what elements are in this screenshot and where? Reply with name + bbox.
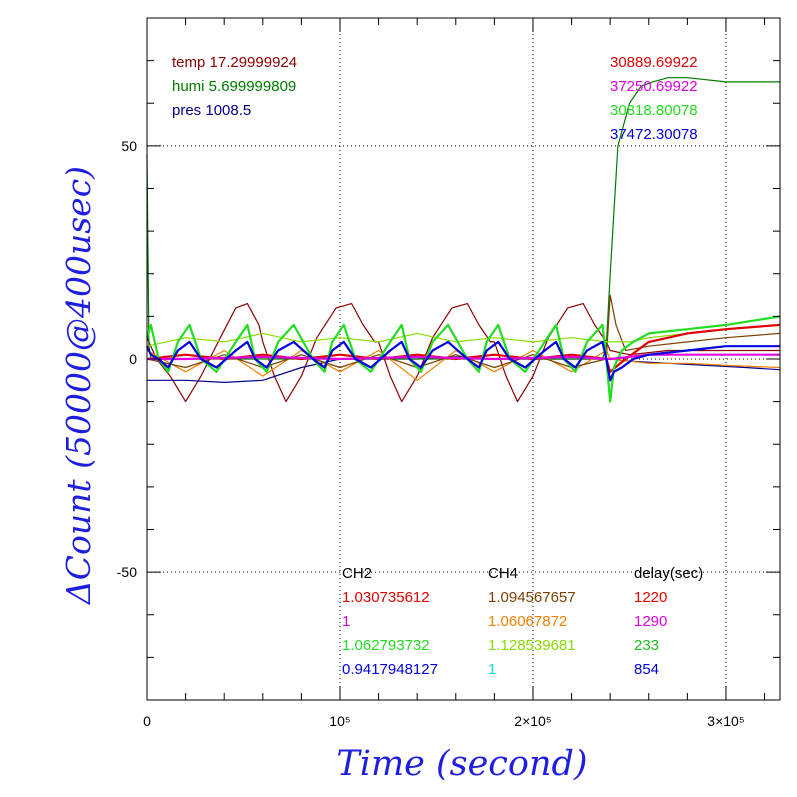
table-cell-ch4: 1.06067872 (488, 613, 567, 630)
reference-values: 30889.69922 37250.69922 30818.80078 3747… (610, 54, 698, 143)
table-cell-ch2: 1.062793732 (342, 637, 430, 654)
series-line-1 (146, 303, 780, 403)
y-tick-label: 0 (129, 351, 137, 367)
ref-value-2: 37250.69922 (610, 78, 698, 95)
x-tick-label: 10⁵ (329, 713, 350, 729)
series-line-7 (146, 323, 781, 373)
table-header-delay: delay(sec) (634, 565, 703, 582)
table-cell-delay: 233 (634, 637, 659, 654)
table-cell-ch2: 1 (342, 613, 350, 630)
y-tick-label: 50 (121, 138, 137, 154)
calibration-table: CH2 CH4 delay(sec) 1.030735612 1.0945676… (342, 565, 703, 678)
ref-value-3: 30818.80078 (610, 102, 698, 119)
ref-value-1: 30889.69922 (610, 54, 698, 71)
ref-value-4: 37472.30078 (610, 126, 698, 143)
axis-ticks (146, 17, 780, 701)
table-header-ch4: CH4 (488, 565, 518, 582)
data-traces (145, 77, 781, 403)
env-info-temp: temp 17.29999924 (172, 54, 297, 71)
table-cell-ch2: 1.030735612 (342, 589, 430, 606)
table-cell-ch2: 0.9417948127 (342, 661, 438, 678)
y-axis-label: ΔCount (50000@400usec) (59, 166, 98, 606)
env-info-humi: humi 5.699999809 (172, 78, 296, 95)
series-line-6 (146, 324, 781, 347)
x-tick-label: 2×10⁵ (514, 713, 551, 729)
environment-info: temp 17.29999924 humi 5.699999809 pres 1… (172, 54, 297, 119)
table-cell-delay: 854 (634, 661, 659, 678)
table-cell-delay: 1220 (634, 589, 667, 606)
table-cell-delay: 1290 (634, 613, 667, 630)
x-axis-label: Time (second) (336, 744, 587, 784)
x-tick-label: 3×10⁵ (707, 713, 744, 729)
x-tick-label: 0 (143, 713, 151, 729)
table-header-ch2: CH2 (342, 565, 372, 582)
table-cell-ch4: 1 (488, 661, 496, 678)
table-cell-ch4: 1.128539681 (488, 637, 576, 654)
series-line-3 (146, 77, 780, 360)
y-tick-label: -50 (117, 564, 137, 580)
env-info-pres: pres 1008.5 (172, 102, 251, 119)
table-cell-ch4: 1.094567657 (488, 589, 576, 606)
tick-labels: 0 10⁵ 2×10⁵ 3×10⁵ -50 0 50 (117, 138, 745, 729)
series-line-8 (145, 315, 781, 403)
series-line-10 (146, 340, 780, 382)
